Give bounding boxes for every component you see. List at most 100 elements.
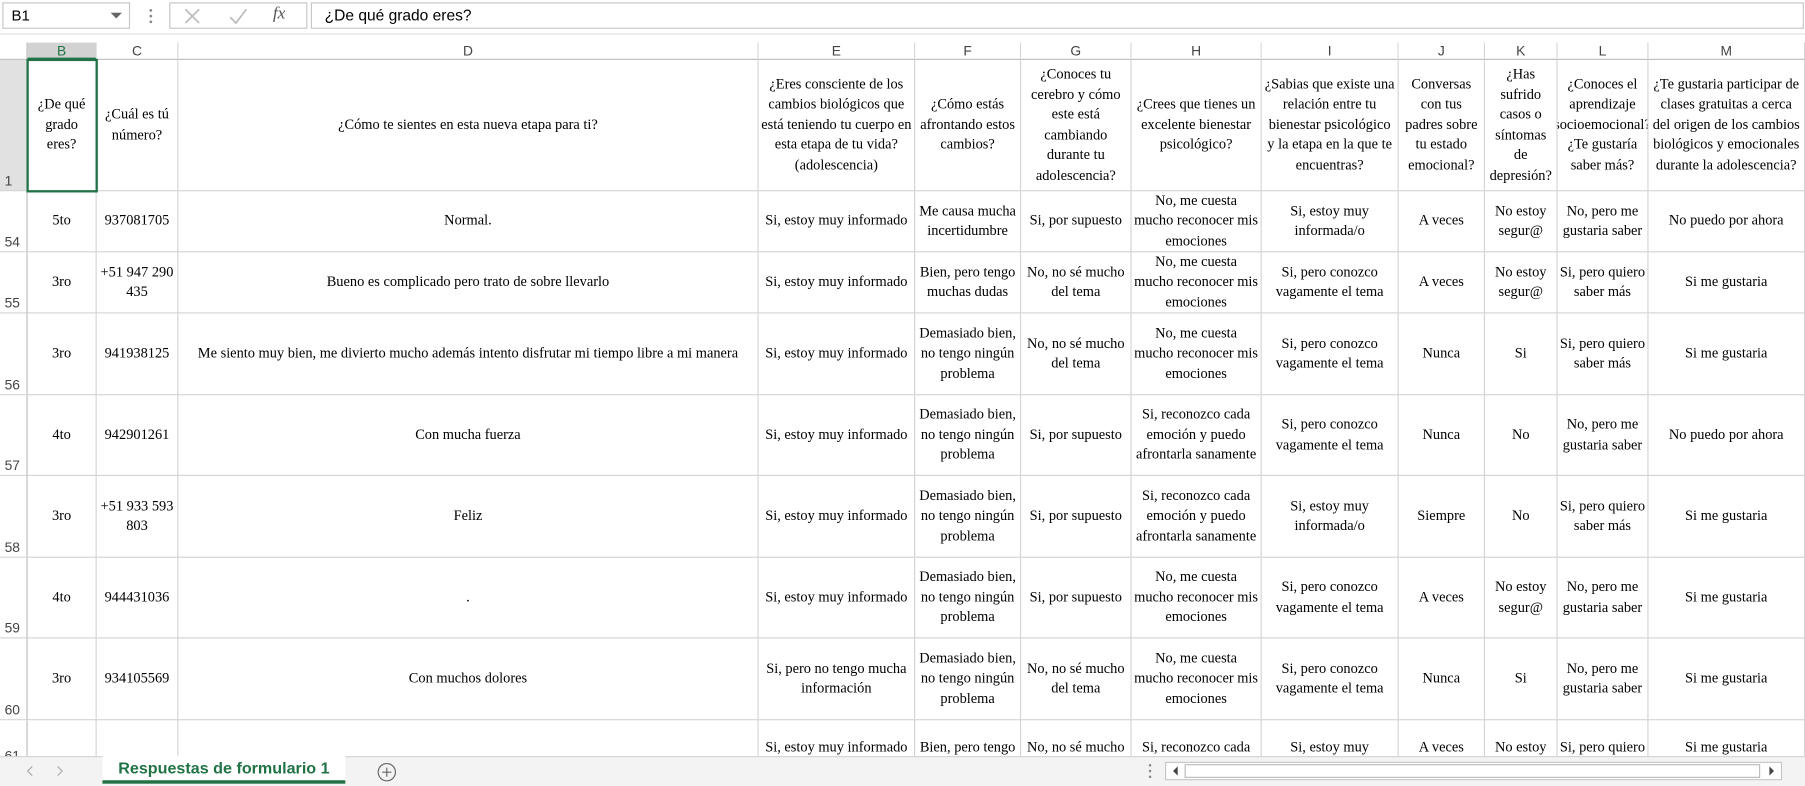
- cell[interactable]: Con mucha fuerza: [178, 395, 759, 476]
- sheet-nav-arrows[interactable]: [25, 765, 66, 777]
- cell[interactable]: ¿Cómo estás afrontando estos cambios?: [915, 59, 1022, 192]
- column-header[interactable]: B: [27, 42, 97, 60]
- cell[interactable]: Si: [1485, 638, 1558, 721]
- cell[interactable]: Si, por supuesto: [1021, 395, 1132, 476]
- column-header[interactable]: E: [758, 42, 916, 60]
- cell[interactable]: No, me cuesta mucho reconocer mis emocio…: [1131, 313, 1262, 396]
- cell[interactable]: No, pero me gustaria saber: [1557, 557, 1649, 639]
- active-cell[interactable]: [26, 58, 98, 193]
- cell[interactable]: ¿Eres consciente de los cambios biológic…: [758, 59, 916, 192]
- cell[interactable]: Demasiado bien, no tengo ningún problema: [915, 475, 1022, 558]
- cell[interactable]: No, pero me gustaria saber: [1557, 395, 1649, 476]
- cell[interactable]: Si, pero quiero saber más: [1557, 252, 1649, 314]
- row-header[interactable]: 59: [0, 557, 28, 639]
- cell[interactable]: Con muchos dolores: [178, 638, 759, 721]
- cell[interactable]: Si: [1485, 313, 1558, 396]
- cell[interactable]: No puedo por ahora: [1648, 395, 1805, 476]
- cell[interactable]: Si, pero conozco vagamente el tema: [1261, 313, 1399, 396]
- cell[interactable]: ¿Conoces el aprendizaje socioemocional? …: [1557, 59, 1649, 192]
- cell[interactable]: 3ro: [27, 638, 97, 721]
- cell[interactable]: No, no sé mucho del tema: [1021, 638, 1132, 721]
- cell[interactable]: 3ro: [27, 252, 97, 314]
- column-header[interactable]: D: [178, 42, 759, 60]
- cell[interactable]: No, no sé mucho del tema: [1021, 313, 1132, 396]
- insert-function-button[interactable]: fx: [272, 4, 286, 24]
- cell[interactable]: 5to: [27, 191, 97, 253]
- cell[interactable]: Si, estoy muy informada/o: [1261, 191, 1399, 253]
- cell[interactable]: +51 933 593 803: [96, 475, 179, 558]
- cell[interactable]: Demasiado bien, no tengo ningún problema: [915, 638, 1022, 721]
- cell[interactable]: Demasiado bien, no tengo ningún problema: [915, 313, 1022, 396]
- cell[interactable]: Si me gustaria: [1648, 313, 1805, 396]
- cell[interactable]: +51 947 290 435: [96, 252, 179, 314]
- cell[interactable]: Nunca: [1398, 395, 1486, 476]
- cell[interactable]: Feliz: [178, 475, 759, 558]
- cell[interactable]: Conversas con tus padres sobre tu estado…: [1398, 59, 1486, 192]
- cell[interactable]: Si, estoy muy informado: [758, 475, 916, 558]
- name-box[interactable]: B1: [2, 2, 131, 29]
- row-header[interactable]: 58: [0, 475, 28, 558]
- cell[interactable]: Si, estoy muy informado: [758, 252, 916, 314]
- row-header[interactable]: 54: [0, 191, 28, 253]
- column-header[interactable]: K: [1485, 42, 1558, 60]
- cell[interactable]: Demasiado bien, no tengo ningún problema: [915, 395, 1022, 476]
- cell[interactable]: No estoy segur@: [1485, 191, 1558, 253]
- column-header[interactable]: H: [1131, 42, 1262, 60]
- cell[interactable]: Si, estoy muy informado: [758, 395, 916, 476]
- column-header[interactable]: C: [96, 42, 179, 60]
- cell[interactable]: No, pero me gustaria saber: [1557, 638, 1649, 721]
- cell[interactable]: 4to: [27, 557, 97, 639]
- scroll-right[interactable]: [1765, 763, 1779, 779]
- new-sheet-button[interactable]: [376, 762, 397, 783]
- cell[interactable]: No, me cuesta mucho reconocer mis emocio…: [1131, 638, 1262, 721]
- cell[interactable]: No, pero me gustaria saber: [1557, 191, 1649, 253]
- cell[interactable]: Si, estoy muy informado: [758, 557, 916, 639]
- cell[interactable]: Si me gustaria: [1648, 252, 1805, 314]
- cell[interactable]: Si me gustaria: [1648, 557, 1805, 639]
- row-header[interactable]: 57: [0, 395, 28, 476]
- cell[interactable]: Si, pero no tengo mucha información: [758, 638, 916, 721]
- cell[interactable]: No, no sé mucho del tema: [1021, 252, 1132, 314]
- cell[interactable]: 944431036: [96, 557, 179, 639]
- cell[interactable]: ¿Has sufrido casos o síntomas de depresi…: [1485, 59, 1558, 192]
- row-header[interactable]: 55: [0, 252, 28, 314]
- cell[interactable]: Si, pero conozco vagamente el tema: [1261, 395, 1399, 476]
- cell[interactable]: Bueno es complicado pero trato de sobre …: [178, 252, 759, 314]
- column-header[interactable]: J: [1398, 42, 1486, 60]
- cell[interactable]: ¿Conoces tu cerebro y cómo este está cam…: [1021, 59, 1132, 192]
- cell[interactable]: Me siento muy bien, me divierto mucho ad…: [178, 313, 759, 396]
- cell[interactable]: .: [178, 557, 759, 639]
- cell[interactable]: Si, por supuesto: [1021, 191, 1132, 253]
- column-header[interactable]: I: [1261, 42, 1399, 60]
- cell[interactable]: 3ro: [27, 475, 97, 558]
- cell[interactable]: ¿Crees que tienes un excelente bienestar…: [1131, 59, 1262, 192]
- row-header[interactable]: 1: [0, 59, 28, 192]
- cell[interactable]: A veces: [1398, 191, 1486, 253]
- cell[interactable]: Si, estoy muy informada/o: [1261, 475, 1399, 558]
- column-header[interactable]: G: [1021, 42, 1132, 60]
- select-all-corner[interactable]: [0, 42, 28, 60]
- scroll-left[interactable]: [1168, 763, 1182, 779]
- cell[interactable]: Nunca: [1398, 313, 1486, 396]
- cell[interactable]: Si, por supuesto: [1021, 475, 1132, 558]
- cancel-button[interactable]: [184, 8, 200, 24]
- cell[interactable]: 937081705: [96, 191, 179, 253]
- cell[interactable]: Si, pero conozco vagamente el tema: [1261, 252, 1399, 314]
- cell[interactable]: Normal.: [178, 191, 759, 253]
- column-header[interactable]: L: [1557, 42, 1649, 60]
- cell[interactable]: Siempre: [1398, 475, 1486, 558]
- cell[interactable]: ¿Sabias que existe una relación entre tu…: [1261, 59, 1399, 192]
- formula-input[interactable]: ¿De qué grado eres?: [310, 2, 1804, 29]
- cell[interactable]: Si, estoy muy informado: [758, 191, 916, 253]
- cell[interactable]: No puedo por ahora: [1648, 191, 1805, 253]
- cell[interactable]: Si, reconozco cada emoción y puedo afron…: [1131, 475, 1262, 558]
- row-header[interactable]: 60: [0, 638, 28, 721]
- cell[interactable]: ¿Te gustaria participar de clases gratui…: [1648, 59, 1805, 192]
- cell[interactable]: 4to: [27, 395, 97, 476]
- cell[interactable]: No, me cuesta mucho reconocer mis emocio…: [1131, 252, 1262, 314]
- cell[interactable]: Me causa mucha incertidumbre: [915, 191, 1022, 253]
- cell[interactable]: 3ro: [27, 313, 97, 396]
- cell[interactable]: ¿Cómo te sientes en esta nueva etapa par…: [178, 59, 759, 192]
- column-header[interactable]: F: [915, 42, 1022, 60]
- cell[interactable]: Si, estoy muy informado: [758, 313, 916, 396]
